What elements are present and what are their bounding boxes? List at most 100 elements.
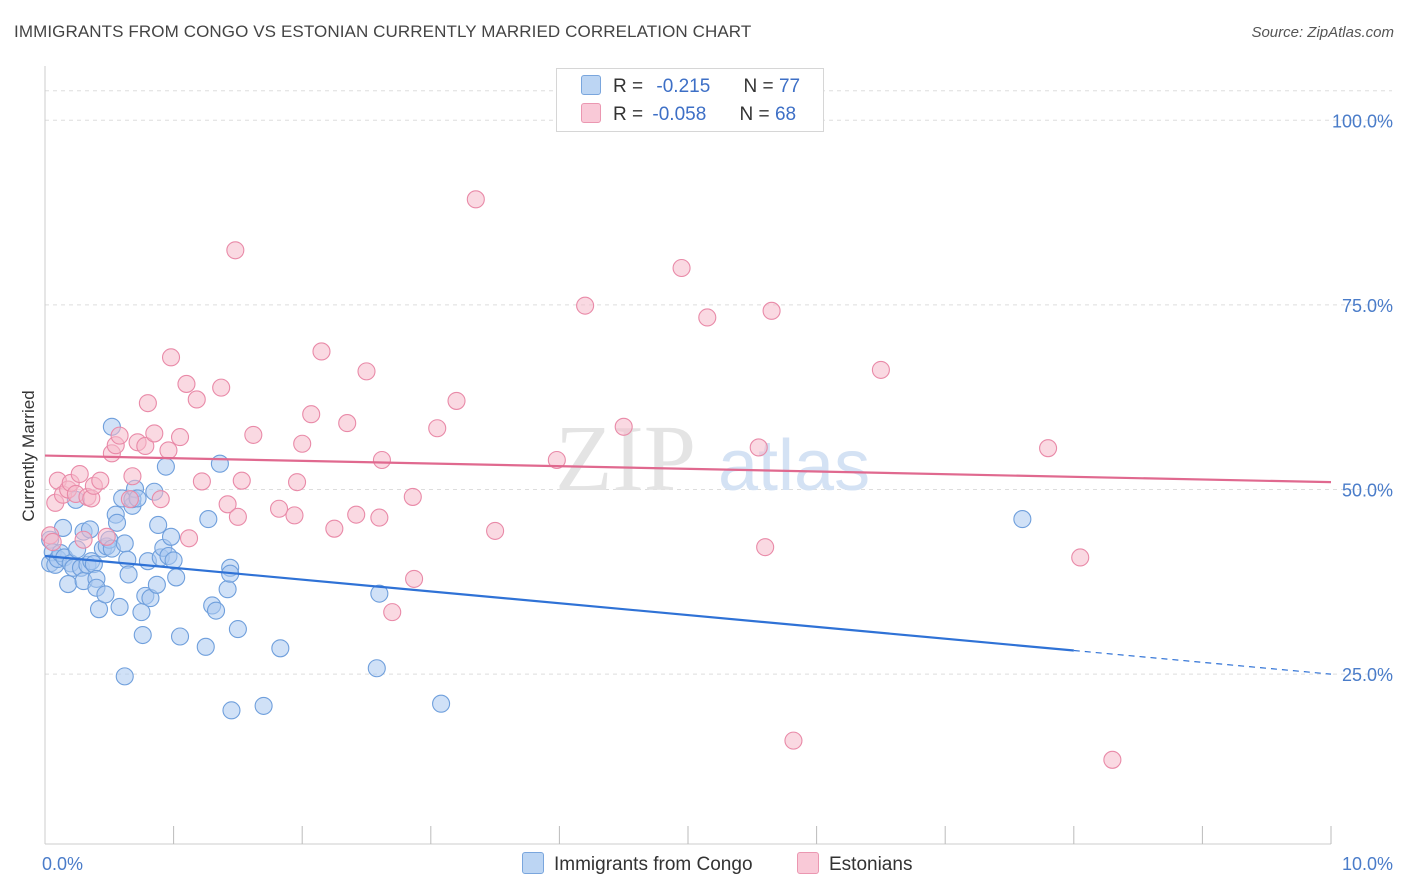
estonian-point — [749, 438, 768, 457]
estonian-point — [756, 538, 775, 557]
congo-legend-swatch — [522, 852, 544, 874]
estonian-point — [91, 471, 110, 490]
watermark-atlas: atlas — [718, 426, 870, 506]
estonian-point — [1039, 439, 1058, 458]
congo-point — [133, 625, 152, 645]
congo-point — [206, 601, 226, 620]
estonian-point — [447, 391, 466, 410]
estonian-point — [403, 487, 422, 506]
x-tick-label-start: 0.0% — [42, 854, 83, 874]
estonian-legend-swatch — [797, 852, 819, 874]
congo-point — [147, 575, 166, 594]
congo-point — [96, 585, 115, 604]
estonian-point — [145, 424, 164, 443]
congo-point — [156, 457, 175, 476]
estonian-trendline — [44, 454, 1332, 484]
congo-point — [115, 667, 134, 686]
estonian-point — [123, 467, 142, 486]
congo-point — [432, 694, 451, 713]
estonian-point — [151, 490, 170, 509]
y-axis-label: Currently Married — [19, 390, 38, 521]
estonian-point — [74, 530, 93, 549]
estonian-point — [698, 308, 717, 327]
estonian-point — [293, 434, 312, 453]
estonian-point — [138, 394, 157, 413]
congo-point — [84, 555, 103, 574]
estonian-point — [405, 569, 424, 588]
estonian-point — [302, 405, 321, 424]
congo-point — [254, 696, 273, 715]
source-label: Source: ZipAtlas.com — [1251, 24, 1394, 41]
estonian-point — [43, 532, 62, 552]
congo-point — [59, 575, 78, 594]
legend-row-estonians: R = -0.058 N = 68 — [581, 103, 796, 127]
congo-legend-label: Immigrants from Congo — [554, 854, 753, 875]
estonian-point — [70, 464, 89, 484]
bottom-legend-estonians: Estonians — [797, 852, 912, 876]
legend-r-label: R = — [613, 104, 644, 125]
estonian-point — [218, 495, 237, 514]
congo-n-value: 77 — [778, 76, 801, 97]
estonian-point — [288, 473, 307, 492]
congo-point — [370, 584, 389, 603]
correlation-legend: R = -0.215 N = 77 R = -0.058 N = 68 — [556, 68, 824, 132]
congo-point — [161, 527, 181, 546]
y-tick-label: 25.0% — [1342, 665, 1393, 685]
estonian-point — [672, 258, 691, 278]
legend-n-label: N = — [743, 76, 774, 97]
estonian-point — [347, 505, 366, 524]
estonian-point — [170, 428, 190, 447]
estonian-point — [97, 527, 116, 546]
estonian-point — [192, 472, 211, 491]
congo-point — [149, 515, 168, 535]
estonian-point — [161, 348, 181, 367]
estonian-point — [428, 419, 447, 438]
congo-point — [228, 620, 247, 639]
congo-point — [210, 454, 229, 473]
estonian-point — [325, 519, 344, 538]
congo-point — [196, 637, 215, 656]
trendlines — [44, 454, 1332, 675]
y-tick-label: 50.0% — [1342, 481, 1393, 501]
estonian-point — [547, 450, 566, 470]
estonian-r-value: -0.058 — [652, 104, 707, 125]
estonian-points — [41, 190, 1122, 769]
estonian-legend-label: Estonians — [829, 854, 913, 875]
congo-point — [271, 639, 290, 658]
y-tick-labels: 25.0% 50.0% 75.0% 100.0% — [1332, 111, 1393, 685]
congo-point — [167, 568, 186, 587]
congo-point — [1013, 510, 1032, 529]
congo-point — [218, 580, 237, 599]
estonian-point — [372, 450, 391, 470]
chart-title: IMMIGRANTS FROM CONGO VS ESTONIAN CURREN… — [14, 22, 752, 41]
watermark: ZIP atlas — [555, 407, 870, 511]
estonian-point — [370, 508, 389, 527]
congo-r-value: -0.215 — [656, 76, 711, 97]
estonian-point — [762, 301, 781, 320]
estonian-point — [120, 490, 139, 509]
estonian-point — [187, 390, 206, 409]
estonian-point — [136, 436, 155, 456]
estonian-point — [466, 190, 485, 209]
congo-point — [110, 597, 129, 617]
estonian-point — [784, 731, 803, 750]
estonian-point — [212, 378, 231, 397]
estonian-point — [285, 506, 304, 525]
estonian-point — [486, 521, 505, 540]
estonian-point — [179, 529, 199, 548]
estonian-swatch — [581, 103, 601, 123]
estonian-point — [614, 417, 633, 436]
estonian-n-value: 68 — [774, 104, 797, 125]
estonian-point — [1103, 750, 1122, 769]
congo-point — [107, 513, 127, 532]
congo-trendline — [44, 554, 1074, 652]
gridlines — [45, 90, 1392, 675]
estonian-point — [244, 425, 263, 444]
y-tick-label: 100.0% — [1332, 111, 1393, 131]
congo-point — [170, 627, 190, 646]
estonian-point — [383, 603, 402, 622]
estonian-point — [357, 362, 376, 381]
estonian-point — [226, 241, 245, 260]
x-tick-label-end: 10.0% — [1342, 854, 1393, 874]
